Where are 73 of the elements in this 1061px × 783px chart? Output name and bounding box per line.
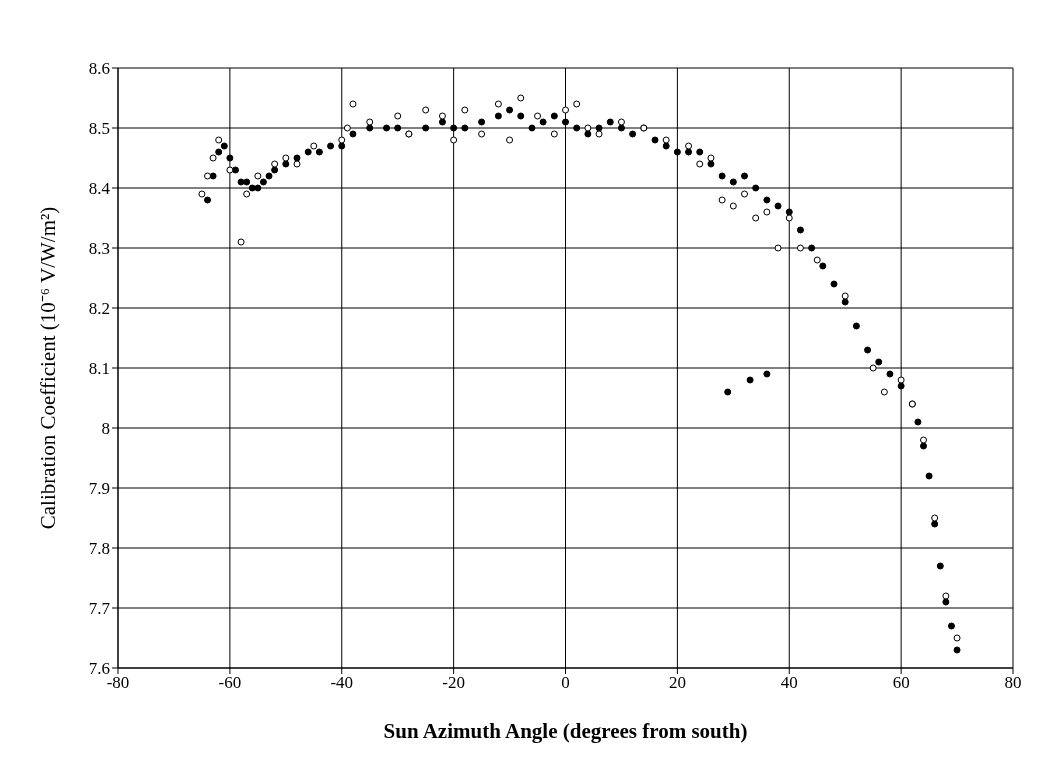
point bbox=[438, 112, 446, 120]
point bbox=[215, 136, 223, 144]
point bbox=[349, 100, 357, 108]
point bbox=[942, 592, 950, 600]
y-tick-label: 8.1 bbox=[88, 359, 110, 379]
y-tick-label: 7.7 bbox=[88, 599, 111, 619]
y-axis-title: Calibration Coefficient (10⁻⁶ V/W/m²) bbox=[36, 206, 61, 530]
point bbox=[796, 244, 804, 252]
y-tick-label: 8.5 bbox=[88, 119, 110, 139]
point bbox=[293, 160, 301, 168]
point bbox=[920, 436, 927, 444]
point bbox=[209, 154, 217, 162]
point bbox=[752, 214, 760, 222]
point bbox=[662, 136, 670, 144]
point bbox=[506, 136, 514, 144]
x-tick-label: 60 bbox=[892, 673, 910, 693]
point bbox=[494, 100, 502, 108]
x-tick-label: 80 bbox=[1004, 673, 1022, 693]
point bbox=[813, 256, 821, 264]
point bbox=[198, 190, 206, 198]
point bbox=[741, 190, 748, 198]
y-tick-label: 8 bbox=[101, 419, 110, 439]
point bbox=[204, 172, 211, 180]
x-tick-label: 0 bbox=[561, 673, 570, 693]
point bbox=[573, 100, 581, 108]
point bbox=[422, 106, 430, 114]
y-tick-label: 8.3 bbox=[88, 239, 110, 259]
point bbox=[310, 142, 318, 150]
point bbox=[696, 160, 704, 168]
point bbox=[869, 364, 877, 372]
point bbox=[785, 214, 793, 222]
y-tick-label: 7.8 bbox=[88, 539, 110, 559]
point bbox=[931, 514, 939, 522]
point bbox=[584, 124, 592, 132]
point bbox=[254, 172, 262, 180]
point bbox=[282, 154, 290, 162]
y-tick-label: 8.4 bbox=[88, 179, 111, 199]
point bbox=[897, 376, 905, 384]
x-axis-title: Sun Azimuth Angle (degrees from south) bbox=[383, 719, 748, 743]
point bbox=[617, 118, 625, 126]
point bbox=[243, 190, 251, 198]
x-tick-label: 40 bbox=[780, 673, 798, 693]
point bbox=[729, 202, 737, 210]
point bbox=[338, 136, 346, 144]
x-tick-label: 20 bbox=[668, 673, 686, 693]
y-tick-label: 8.2 bbox=[88, 299, 110, 319]
point bbox=[226, 166, 234, 174]
point bbox=[478, 130, 486, 138]
point bbox=[534, 112, 542, 120]
y-tick-label: 8.6 bbox=[88, 59, 110, 79]
x-tick-label: -40 bbox=[330, 673, 354, 693]
y-tick-label: 7.9 bbox=[88, 479, 110, 499]
point bbox=[562, 106, 569, 114]
point bbox=[841, 292, 849, 300]
x-tick-label: -20 bbox=[442, 673, 465, 693]
point bbox=[366, 118, 374, 126]
point bbox=[271, 160, 279, 168]
point bbox=[774, 244, 782, 252]
point bbox=[517, 94, 525, 102]
point bbox=[461, 106, 469, 114]
point bbox=[550, 130, 558, 138]
point bbox=[880, 388, 888, 396]
point bbox=[685, 142, 693, 150]
point bbox=[953, 634, 961, 642]
point bbox=[450, 136, 458, 144]
point bbox=[595, 130, 603, 138]
x-tick-label: -60 bbox=[218, 673, 242, 693]
point bbox=[394, 112, 402, 120]
point bbox=[763, 208, 771, 216]
point bbox=[707, 154, 715, 162]
point bbox=[718, 196, 726, 204]
point bbox=[343, 124, 351, 132]
point bbox=[237, 238, 245, 246]
